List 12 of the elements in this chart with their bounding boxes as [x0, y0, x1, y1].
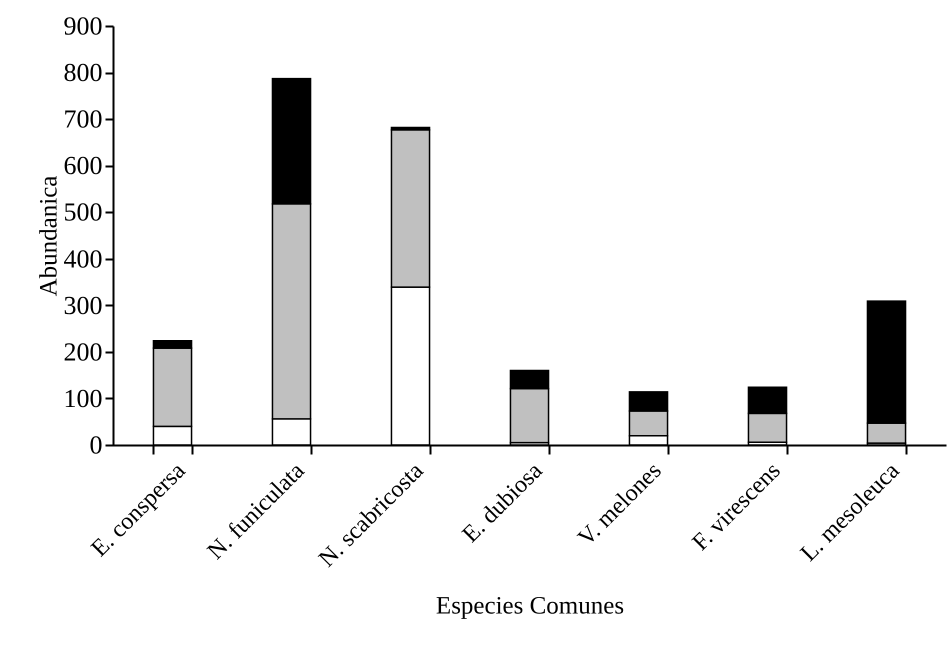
y-tick-label: 700: [64, 104, 102, 134]
y-tick-label: 200: [64, 337, 102, 366]
y-tick-label: 900: [64, 12, 102, 40]
y-tick-label: 600: [64, 151, 102, 180]
y-tick-label: 800: [64, 58, 102, 88]
x-axis-title: Especies Comunes: [436, 592, 624, 620]
y-tick-label: 300: [64, 290, 102, 320]
y-axis-title: Abundanica: [36, 176, 62, 296]
y-tick-label: 100: [64, 384, 102, 413]
y-tick-label: 0: [90, 430, 102, 460]
y-tick-label: 500: [64, 198, 102, 227]
y-tick-label: 400: [64, 244, 102, 274]
